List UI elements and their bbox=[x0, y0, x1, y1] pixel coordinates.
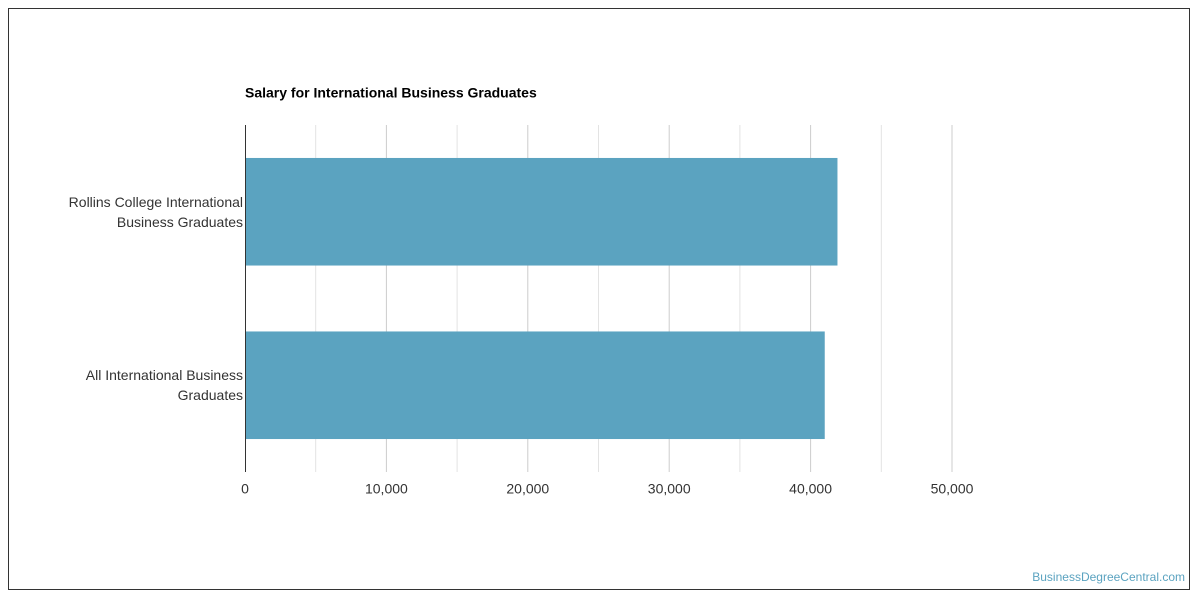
chart-title: Salary for International Business Gradua… bbox=[245, 85, 537, 101]
source: BusinessDegreeCentral.com bbox=[1032, 570, 1185, 584]
x-tick-label: 0 bbox=[241, 481, 249, 497]
y-tick-label: Rollins College International Business G… bbox=[68, 193, 243, 230]
x-tick-label: 40,000 bbox=[789, 481, 832, 497]
x-tick-label: 30,000 bbox=[648, 481, 691, 497]
x-tick-label: 20,000 bbox=[506, 481, 549, 497]
y-tick-label: All International Business Graduates bbox=[85, 367, 243, 404]
bar bbox=[245, 157, 838, 266]
x-tick-label: 10,000 bbox=[365, 481, 408, 497]
x-tick-label: 50,000 bbox=[931, 481, 974, 497]
frame bbox=[8, 8, 1190, 590]
bar bbox=[245, 331, 825, 440]
